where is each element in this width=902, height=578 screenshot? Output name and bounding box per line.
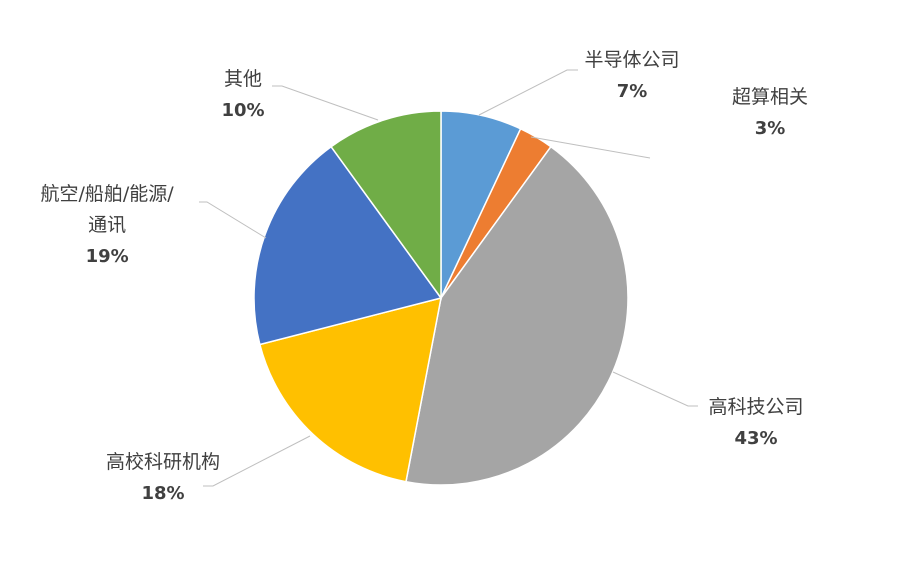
data-label-university: 高校科研机构 18% [106, 447, 220, 509]
slice-label-name: 高科技公司 [708, 396, 804, 418]
slice-label-name-line-2: 通讯 [88, 214, 127, 236]
data-label-semiconductor: 半导体公司 7% [585, 45, 680, 107]
slice-label-name: 半导体公司 [584, 49, 680, 71]
slice-label-percent: 10% [221, 100, 265, 121]
data-label-supercomputing: 超算相关 3% [732, 82, 808, 144]
leader-line-hightech [612, 371, 698, 407]
data-label-hightech: 高科技公司 43% [709, 392, 804, 454]
slice-label-percent: 19% [85, 246, 129, 267]
pie-slice-hightech [405, 145, 629, 486]
leader-line-semiconductor [478, 69, 578, 116]
slice-label-percent: 43% [734, 428, 778, 449]
pie-slice-university [258, 296, 442, 483]
leader-line-aviation [199, 201, 267, 239]
slice-label-name: 高校科研机构 [106, 451, 221, 473]
slice-label-name: 其他 [224, 68, 263, 90]
leader-lines [199, 69, 698, 487]
slice-label-name: 超算相关 [732, 86, 809, 108]
data-label-other: 其他 10% [222, 64, 265, 126]
slice-label-percent: 18% [141, 483, 185, 504]
slice-label-percent: 3% [754, 118, 786, 139]
pie-slice-aviation [253, 145, 443, 346]
slice-label-percent: 7% [616, 81, 648, 102]
slice-label-name-line-1: 航空/船舶/能源/ [40, 183, 174, 205]
leader-line-university [203, 435, 311, 487]
pie-slices [253, 110, 629, 486]
leader-line-other [272, 85, 379, 121]
leader-line-supercomputing [530, 136, 651, 159]
data-label-aviation: 航空/船舶/能源/ 通讯 19% [41, 179, 174, 272]
pie-slice-other [330, 110, 442, 301]
